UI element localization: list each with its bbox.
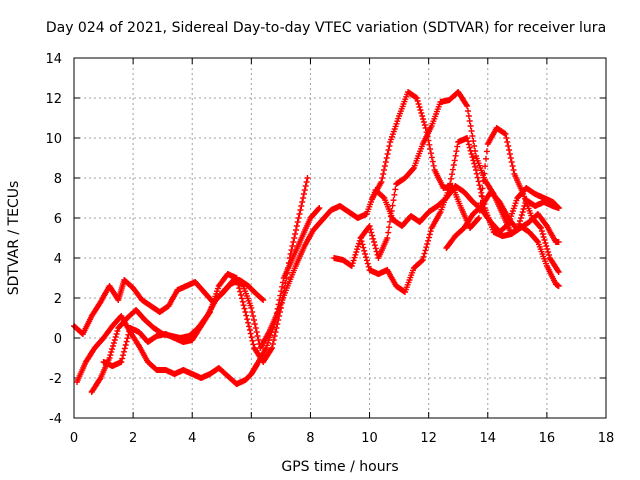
y-tick-label: 2 <box>54 292 62 307</box>
y-tick-label: 0 <box>54 332 62 347</box>
series-track-4 <box>100 175 311 369</box>
x-tick-label: 18 <box>598 431 615 446</box>
x-tick-label: 6 <box>247 431 255 446</box>
x-tick-label: 16 <box>539 431 556 446</box>
y-tick-label: 8 <box>54 172 62 187</box>
series-track-8 <box>443 189 562 251</box>
y-tick-label: 12 <box>45 92 62 107</box>
x-tick-label: 10 <box>361 431 378 446</box>
x-tick-label: 4 <box>188 431 196 446</box>
y-axis-label: SDTVAR / TECUs <box>6 181 22 296</box>
x-tick-label: 12 <box>420 431 437 446</box>
y-tick-label: 14 <box>45 52 62 67</box>
x-tick-label: 2 <box>129 431 137 446</box>
chart-title: Day 024 of 2021, Sidereal Day-to-day VTE… <box>46 20 606 36</box>
y-tick-label: -2 <box>49 372 62 387</box>
series-markers <box>369 89 562 275</box>
series-markers <box>71 277 267 337</box>
x-tick-label: 14 <box>480 431 497 446</box>
series-markers <box>443 189 562 251</box>
series-markers <box>88 183 562 395</box>
plot-frame <box>73 57 607 419</box>
y-tick-label: -4 <box>49 412 62 427</box>
series-markers <box>100 175 311 369</box>
series-track-3 <box>88 183 562 395</box>
series-track-2 <box>74 205 323 387</box>
series-track-1 <box>71 277 267 337</box>
y-tick-label: 4 <box>54 252 62 267</box>
y-tick-label: 10 <box>45 132 62 147</box>
x-tick-label: 0 <box>70 431 78 446</box>
series-track-7 <box>369 89 562 275</box>
series-markers <box>74 205 323 387</box>
x-tick-label: 8 <box>306 431 314 446</box>
y-tick-label: 6 <box>54 212 62 227</box>
data-series <box>71 89 562 395</box>
y-axis-ticks: -4 -2 0 2 4 6 8 10 12 14 <box>45 52 606 427</box>
x-axis-ticks: 0 2 4 6 8 10 12 14 16 18 <box>70 58 614 446</box>
x-axis-label: GPS time / hours <box>281 459 398 475</box>
